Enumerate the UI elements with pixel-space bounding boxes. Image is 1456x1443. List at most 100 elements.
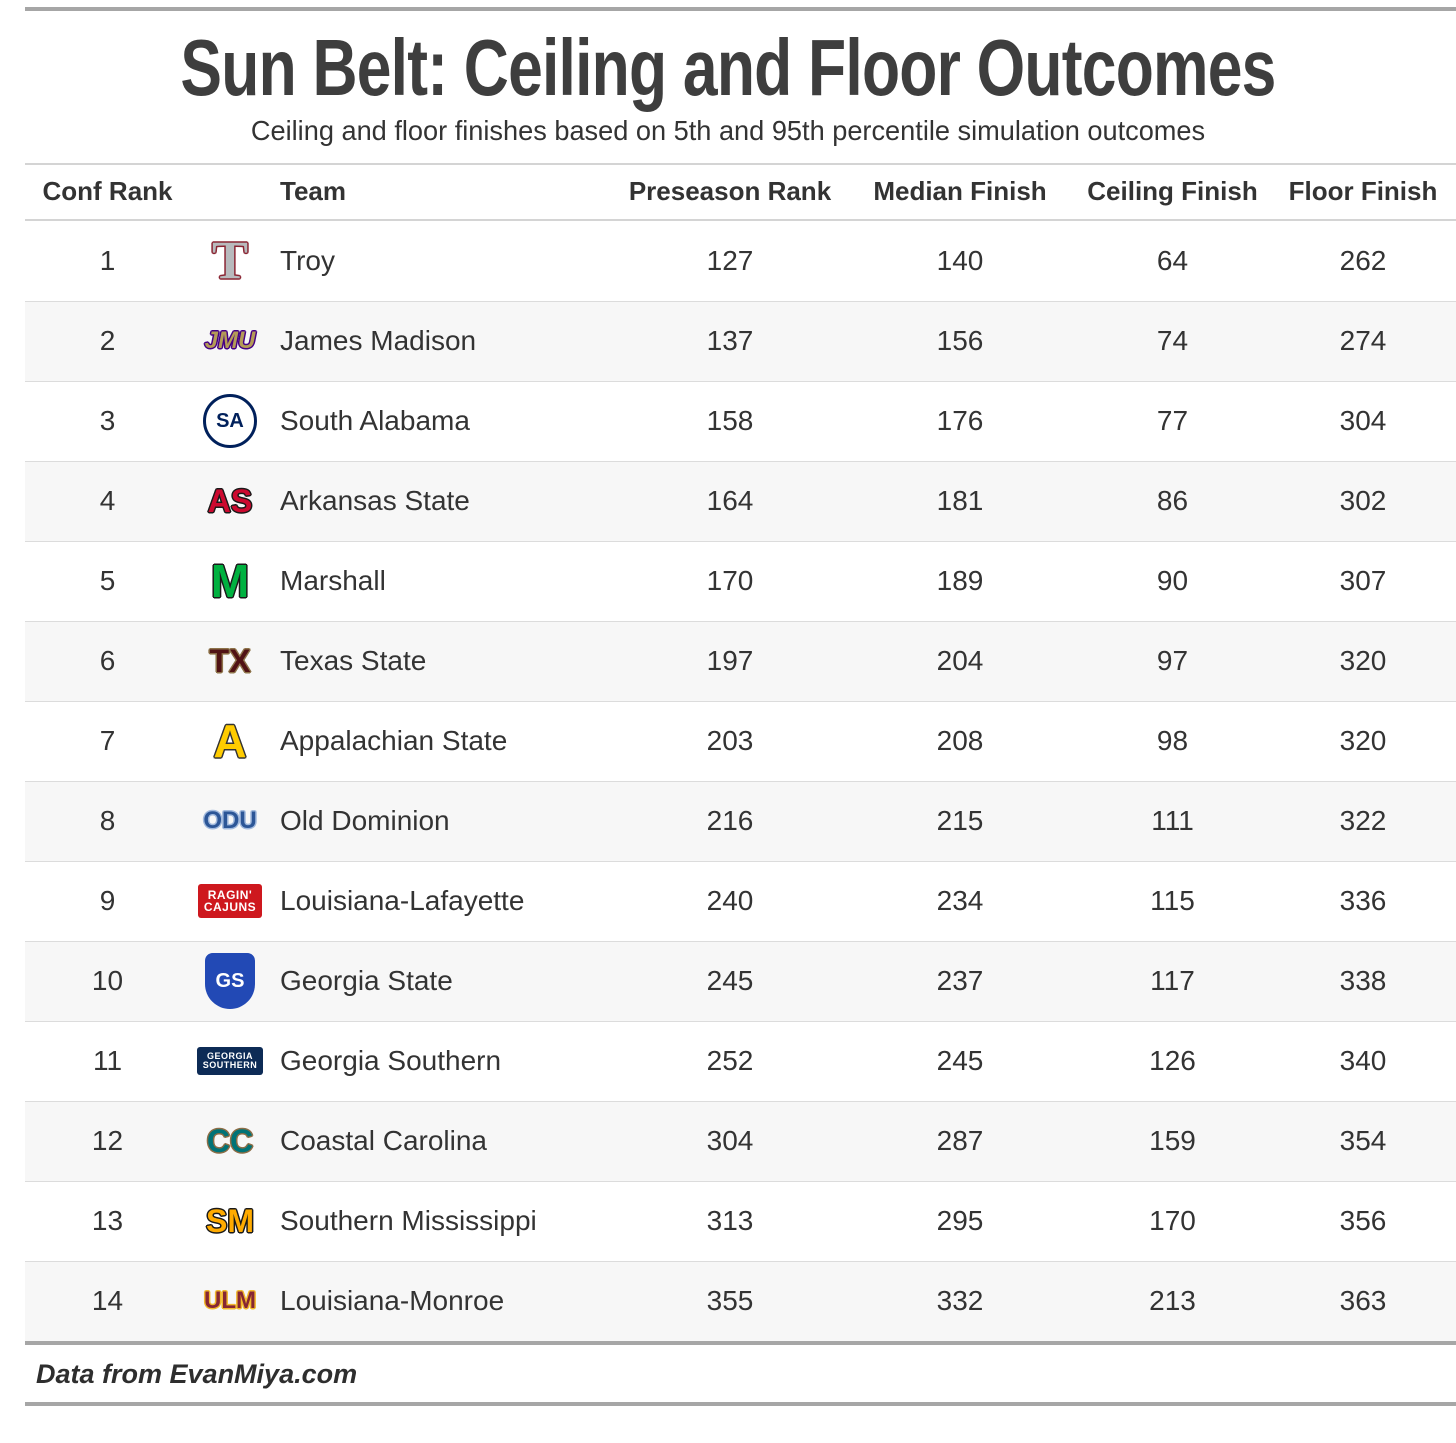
preseason-rank-value: 252	[706, 1045, 754, 1077]
ceiling-finish-value: 97	[1156, 645, 1189, 677]
floor-finish-value: 320	[1339, 725, 1387, 757]
team-name: Texas State	[280, 645, 427, 677]
median-finish-value: 234	[936, 885, 984, 917]
floor-finish-value: 320	[1339, 645, 1387, 677]
team-logo-cell: JMU	[190, 309, 270, 373]
col-header-floor-finish: Floor Finish	[1288, 176, 1438, 207]
team-name: Georgia State	[280, 965, 453, 997]
team-name: Georgia Southern	[280, 1045, 502, 1077]
top-rule	[25, 7, 1456, 11]
table-row: 6 TX Texas State 197 204 97 320	[25, 620, 1456, 701]
appalachian-state-a-logo: A	[213, 714, 247, 767]
ceiling-finish-value: 170	[1149, 1205, 1196, 1237]
table-row: 3 SA South Alabama 158 176 77 304	[25, 380, 1456, 461]
conf-rank-value: 2	[99, 325, 116, 357]
preseason-rank-value: 313	[706, 1205, 754, 1237]
table-row: 2 JMU James Madison 137 156 74 274	[25, 300, 1456, 381]
preseason-rank-value: 355	[706, 1285, 754, 1317]
col-header-team: Team	[280, 176, 346, 207]
preseason-rank-value: 216	[706, 805, 754, 837]
floor-finish-value: 356	[1339, 1205, 1387, 1237]
team-logo-cell: T	[190, 229, 270, 293]
team-logo-cell: A	[190, 709, 270, 773]
median-finish-value: 204	[936, 645, 984, 677]
team-name: Marshall	[280, 565, 386, 597]
ceiling-finish-value: 74	[1156, 325, 1189, 357]
ceiling-finish-value: 77	[1156, 405, 1189, 437]
table-row: 7 A Appalachian State 203 208 98 320	[25, 700, 1456, 781]
georgia-southern-eagle-logo: GEORGIA SOUTHERN	[196, 1029, 264, 1093]
conf-rank-value: 1	[99, 244, 116, 276]
coastal-carolina-chanticleer-logo: CC	[206, 1122, 254, 1159]
median-finish-value: 176	[936, 405, 984, 437]
southern-miss-eagle-logo: SM	[206, 1202, 254, 1239]
floor-finish-value: 302	[1339, 485, 1387, 517]
floor-finish-value: 304	[1339, 405, 1387, 437]
preseason-rank-value: 170	[706, 565, 754, 597]
preseason-rank-value: 164	[706, 485, 754, 517]
floor-finish-value: 307	[1339, 565, 1387, 597]
bottom-rule	[25, 1401, 1456, 1406]
team-name: Louisiana-Lafayette	[280, 885, 525, 917]
floor-finish-value: 262	[1339, 244, 1387, 276]
ceiling-finish-value: 111	[1151, 805, 1194, 837]
preseason-rank-value: 127	[706, 244, 754, 276]
team-logo-cell: GEORGIA SOUTHERN	[190, 1029, 270, 1093]
ceiling-finish-value: 90	[1156, 565, 1189, 597]
ceiling-finish-value: 115	[1150, 885, 1195, 917]
team-name: Troy	[280, 244, 335, 276]
team-logo-cell: M	[190, 549, 270, 613]
ceiling-finish-value: 86	[1156, 485, 1189, 517]
team-logo-cell: ODU	[190, 789, 270, 853]
floor-finish-value: 274	[1339, 325, 1387, 357]
ceiling-finish-value: 213	[1149, 1285, 1196, 1317]
median-finish-value: 189	[936, 565, 984, 597]
col-header-conf-rank: Conf Rank	[42, 176, 173, 207]
ragin-cajuns-logo: RAGIN' CAJUNS	[197, 869, 263, 933]
table-bottom-rule	[25, 1340, 1456, 1345]
table-row: 5 M Marshall 170 189 90 307	[25, 540, 1456, 621]
team-logo-cell: GS	[190, 949, 270, 1013]
table-row: 13 SM Southern Mississippi 313 295 170 356	[25, 1180, 1456, 1261]
preseason-rank-value: 304	[706, 1125, 754, 1157]
team-name: Old Dominion	[280, 805, 450, 837]
conf-rank-value: 4	[99, 485, 116, 517]
ceiling-finish-value: 64	[1156, 244, 1189, 276]
team-logo-cell: TX	[190, 629, 270, 693]
conf-rank-value: 11	[92, 1045, 123, 1077]
marshall-m-logo: M	[210, 554, 250, 607]
south-alabama-jaguar-logo: SA	[198, 389, 262, 453]
outcomes-table: Conf Rank Team Preseason Rank Median Finish…	[25, 162, 1456, 1341]
col-header-median-finish: Median Finish	[873, 176, 1047, 207]
median-finish-value: 287	[936, 1125, 984, 1157]
team-logo-cell: RAGIN' CAJUNS	[190, 869, 270, 933]
team-logo-cell: SM	[190, 1189, 270, 1253]
table-row: 12 CC Coastal Carolina 304 287 159 354	[25, 1100, 1456, 1181]
team-name: Arkansas State	[280, 485, 470, 517]
team-name: Coastal Carolina	[280, 1125, 487, 1157]
conf-rank-value: 13	[91, 1205, 124, 1237]
table-row: 14 ULM Louisiana-Monroe 355 332 213 363	[25, 1260, 1456, 1341]
conf-rank-value: 3	[99, 405, 116, 437]
median-finish-value: 237	[936, 965, 984, 997]
ceiling-finish-value: 117	[1150, 965, 1195, 997]
preseason-rank-value: 137	[706, 325, 754, 357]
median-finish-value: 245	[936, 1045, 984, 1077]
conf-rank-value: 9	[99, 885, 116, 917]
floor-finish-value: 354	[1339, 1125, 1387, 1157]
table-row: 10 GS Georgia State 245 237 117 338	[25, 940, 1456, 1021]
texas-state-bobcat-logo: TX	[209, 642, 251, 679]
floor-finish-value: 338	[1339, 965, 1387, 997]
preseason-rank-value: 245	[706, 965, 754, 997]
median-finish-value: 181	[936, 485, 984, 517]
team-logo-cell: SA	[190, 389, 270, 453]
preseason-rank-value: 197	[706, 645, 754, 677]
col-header-preseason-rank: Preseason Rank	[628, 176, 832, 207]
table-header-row: Conf Rank Team Preseason Rank Median Finish…	[25, 165, 1456, 221]
col-header-ceiling-finish: Ceiling Finish	[1087, 176, 1258, 207]
table-row: 11 GEORGIA SOUTHERN Georgia Southern 252 245…	[25, 1020, 1456, 1101]
floor-finish-value: 363	[1339, 1285, 1387, 1317]
team-name: James Madison	[280, 325, 477, 357]
team-name: Appalachian State	[280, 725, 508, 757]
preseason-rank-value: 158	[706, 405, 754, 437]
